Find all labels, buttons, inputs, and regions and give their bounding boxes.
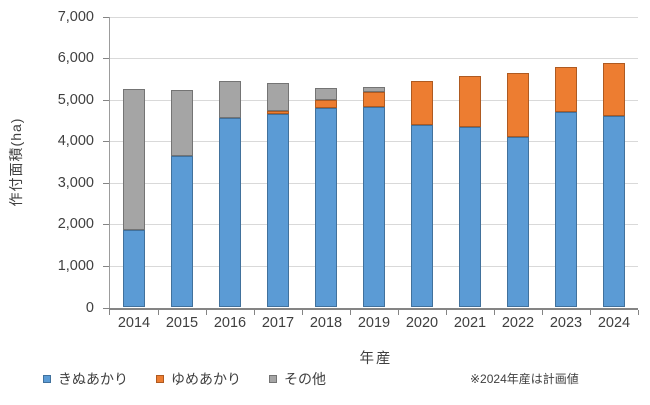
x-tick-label-2023: 2023 xyxy=(549,315,583,331)
x-tick-3 xyxy=(254,309,255,315)
y-tick-5,000 xyxy=(103,99,109,101)
bar-segment-2014-s2 xyxy=(123,88,145,230)
x-tick-8 xyxy=(494,309,495,315)
bar-segment-2017-s1 xyxy=(267,110,289,115)
bar-segment-2020-s1 xyxy=(411,81,433,125)
bar-segment-2023-s1 xyxy=(555,66,577,113)
x-tick-label-2017: 2017 xyxy=(261,315,295,331)
x-tick-label-2024: 2024 xyxy=(597,315,631,331)
y-tick-3,000 xyxy=(103,182,109,184)
y-tick-1,000 xyxy=(103,265,109,267)
bar-segment-2019-s2 xyxy=(363,87,385,92)
bar-segment-2016-s0 xyxy=(219,117,241,308)
bar-segment-2015-s2 xyxy=(171,90,193,156)
bar-segment-2016-s2 xyxy=(219,80,241,118)
bar-segment-2014-s0 xyxy=(123,229,145,308)
x-tick-5 xyxy=(350,309,351,315)
y-tick-label: 1,000 xyxy=(57,257,94,274)
y-tick-label: 2,000 xyxy=(57,216,94,233)
x-tick-label-2019: 2019 xyxy=(357,315,391,331)
y-tick-label: 5,000 xyxy=(57,91,94,108)
x-tick-6 xyxy=(398,309,399,315)
y-tick-7,000 xyxy=(103,16,109,18)
legend-item-s0: きぬあかり xyxy=(43,369,128,389)
gridline-6000 xyxy=(110,58,638,60)
bar-segment-2023-s0 xyxy=(555,112,577,308)
legend: きぬあかり ゆめあかり その他 xyxy=(43,369,354,389)
legend-label: きぬあかり xyxy=(58,371,128,387)
footnote: ※2024年産は計画値 xyxy=(470,372,579,386)
bar-segment-2017-s0 xyxy=(267,114,289,308)
legend-key-icon xyxy=(43,375,51,383)
x-axis-line xyxy=(109,307,638,310)
bar-segment-2019-s1 xyxy=(363,91,385,107)
legend-key-icon xyxy=(156,375,164,383)
bar-segment-2017-s2 xyxy=(267,83,289,111)
bar-segment-2020-s0 xyxy=(411,124,433,308)
x-tick-label-2015: 2015 xyxy=(165,315,199,331)
x-tick-1 xyxy=(158,309,159,315)
bar-segment-2021-s1 xyxy=(459,76,481,128)
bar-segment-2018-s2 xyxy=(315,88,337,100)
x-tick-label-2020: 2020 xyxy=(405,315,439,331)
bar-segment-2024-s0 xyxy=(603,116,625,308)
y-tick-4,000 xyxy=(103,141,109,143)
bar-segment-2018-s1 xyxy=(315,99,337,108)
y-tick-label: 0 xyxy=(85,299,94,316)
bar-segment-2019-s0 xyxy=(363,106,385,308)
x-tick-label-2014: 2014 xyxy=(117,315,151,331)
bar-segment-2022-s0 xyxy=(507,137,529,308)
x-tick-11 xyxy=(638,309,639,315)
x-tick-label-2018: 2018 xyxy=(309,315,343,331)
x-tick-9 xyxy=(542,309,543,315)
bar-segment-2015-s0 xyxy=(171,155,193,308)
gridline-7000 xyxy=(110,16,638,18)
bar-segment-2021-s0 xyxy=(459,127,481,308)
y-axis-title: 作付面積(ha) xyxy=(8,117,24,207)
legend-item-s1: ゆめあかり xyxy=(156,369,241,389)
x-axis-title: 年産 xyxy=(359,351,393,367)
x-tick-label-2016: 2016 xyxy=(213,315,247,331)
x-tick-7 xyxy=(446,309,447,315)
y-tick-label: 6,000 xyxy=(57,50,94,67)
x-tick-label-2021: 2021 xyxy=(453,315,487,331)
legend-key-icon xyxy=(269,375,277,383)
x-tick-2 xyxy=(206,309,207,315)
y-tick-6,000 xyxy=(103,58,109,60)
y-tick-label: 4,000 xyxy=(57,133,94,150)
y-tick-2,000 xyxy=(103,224,109,226)
x-tick-label-2022: 2022 xyxy=(501,315,535,331)
y-tick-label: 7,000 xyxy=(57,8,94,25)
bar-segment-2022-s1 xyxy=(507,73,529,138)
bar-segment-2024-s1 xyxy=(603,63,625,117)
legend-item-s2: その他 xyxy=(269,369,326,389)
x-tick-0 xyxy=(109,309,110,315)
bar-segment-2018-s0 xyxy=(315,107,337,308)
y-axis-line xyxy=(109,16,110,310)
x-tick-10 xyxy=(590,309,591,315)
legend-label: その他 xyxy=(284,371,326,387)
y-tick-0 xyxy=(103,307,109,309)
y-tick-label: 3,000 xyxy=(57,174,94,191)
x-tick-4 xyxy=(302,309,303,315)
legend-label: ゆめあかり xyxy=(171,371,241,387)
